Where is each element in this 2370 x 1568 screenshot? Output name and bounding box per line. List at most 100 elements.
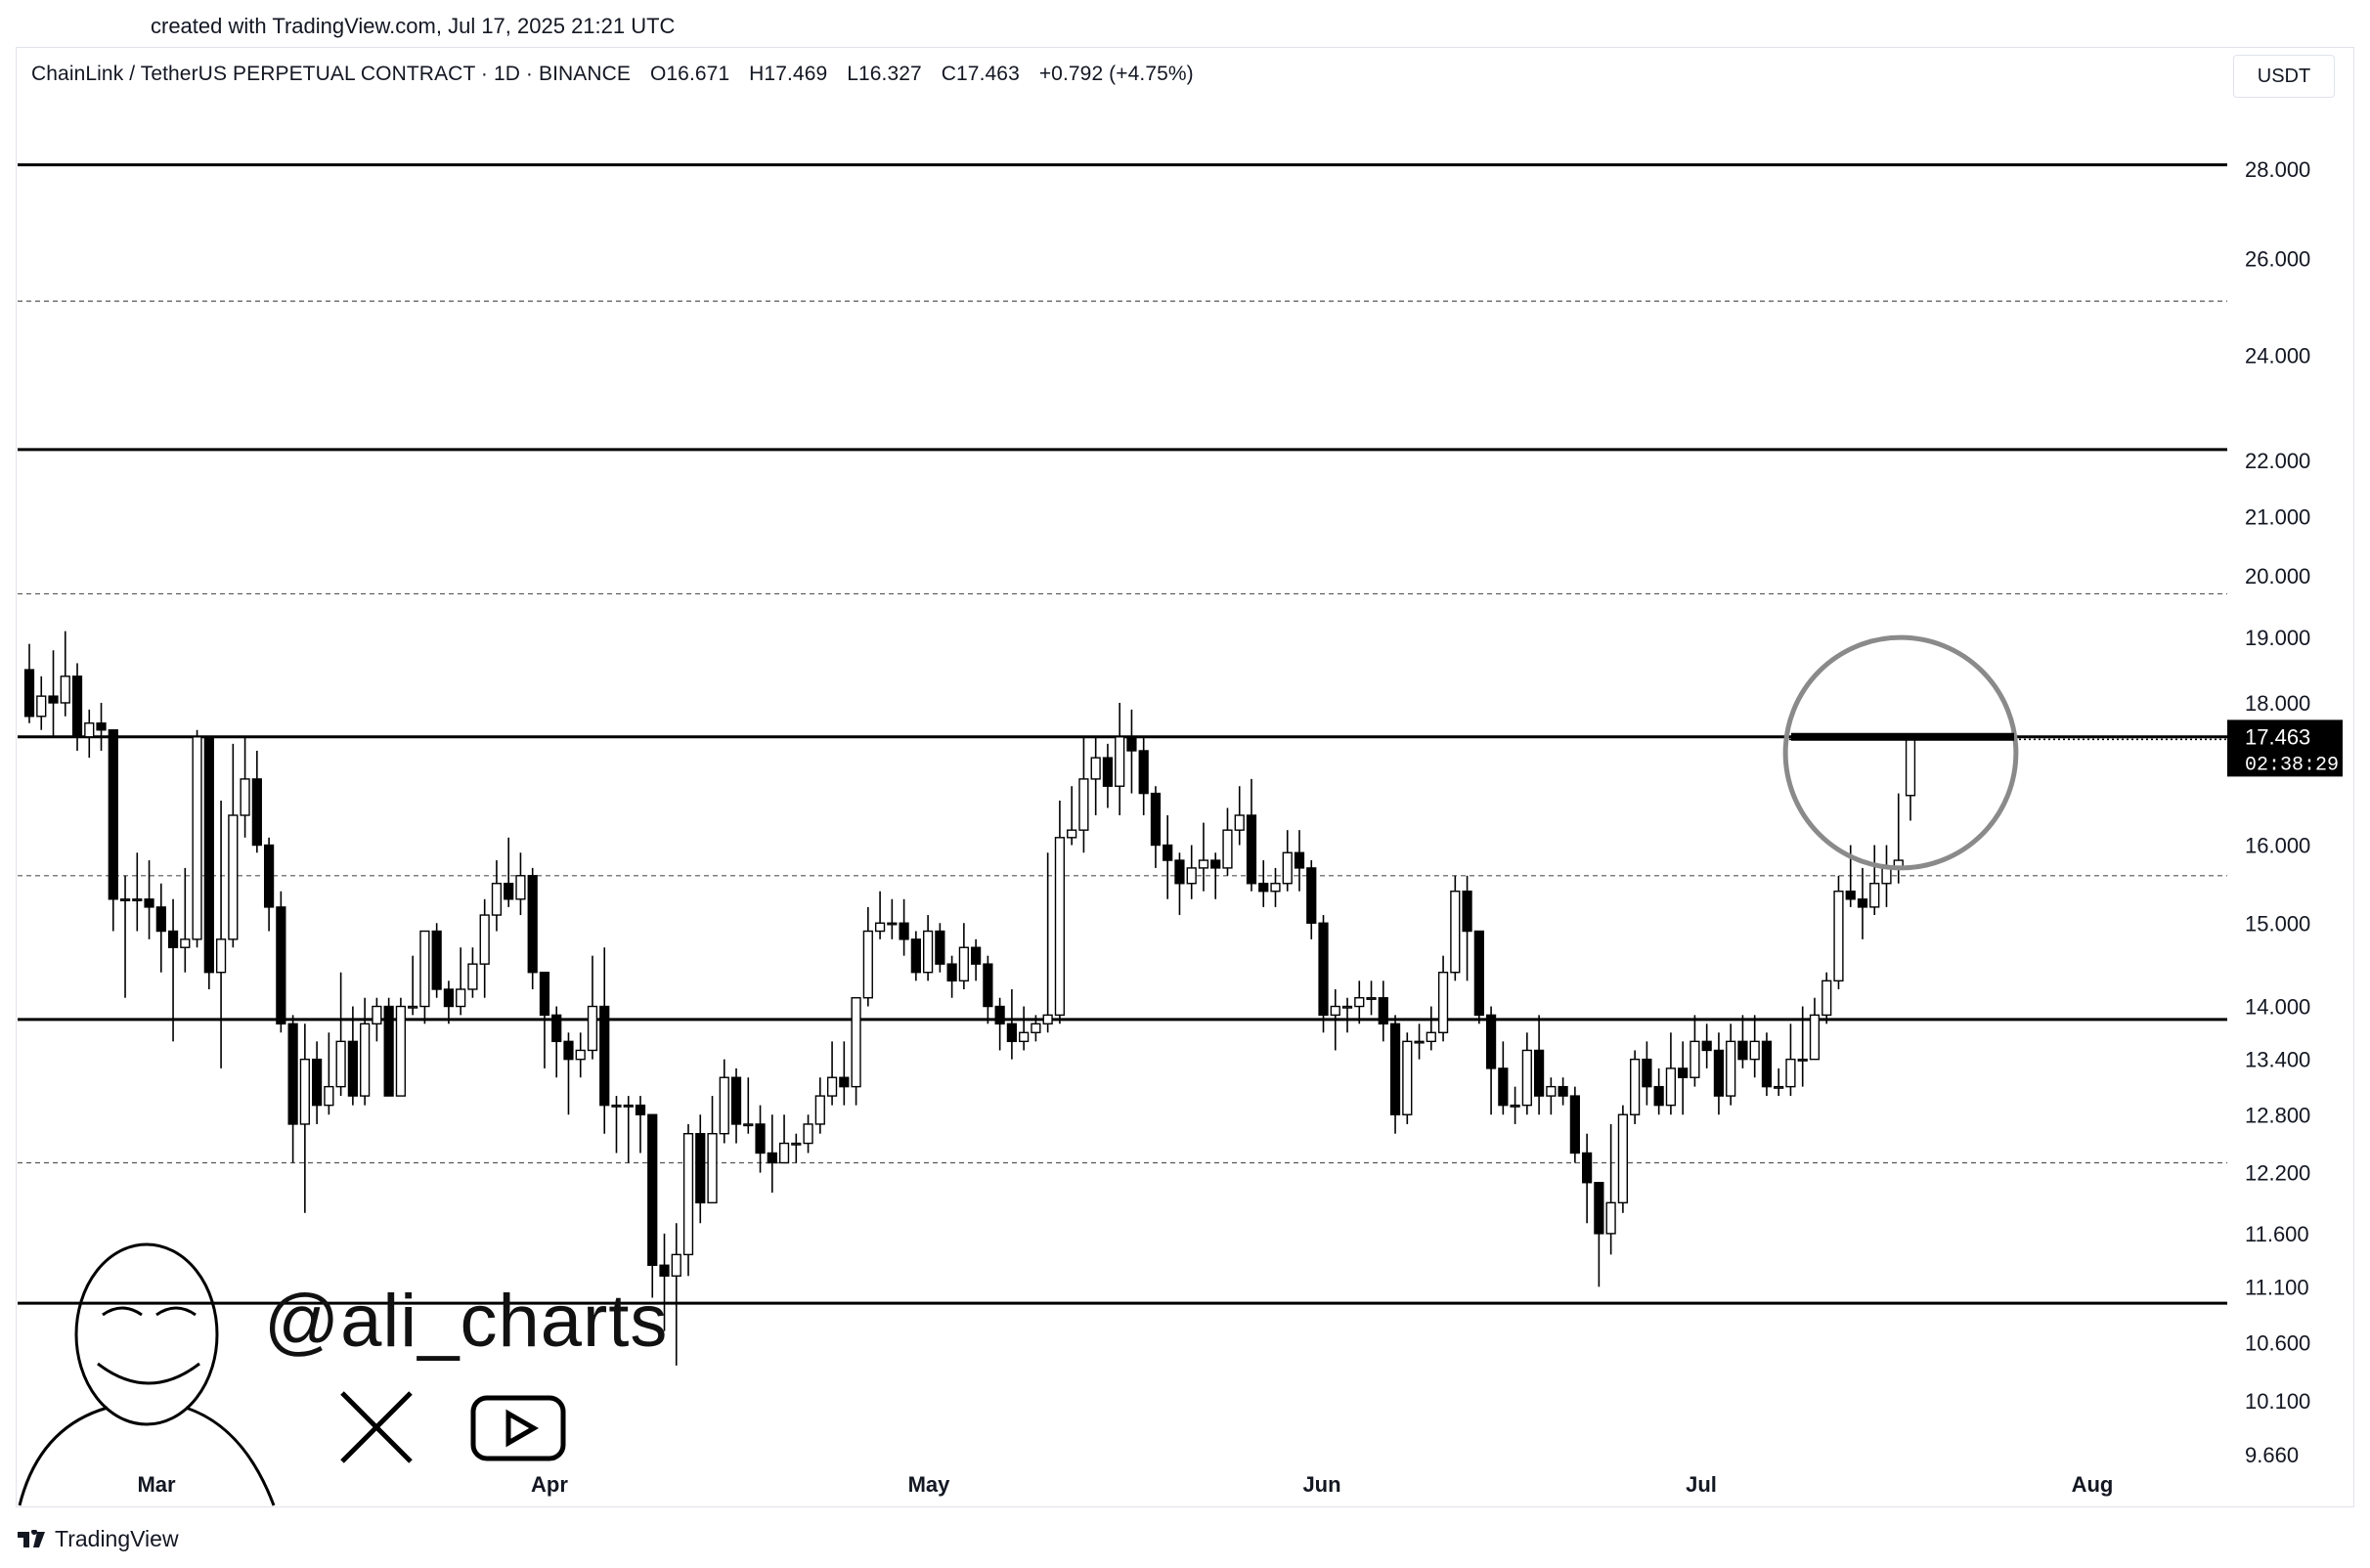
candle (755, 1105, 766, 1173)
candle (180, 867, 191, 973)
candle-body (1533, 1049, 1545, 1097)
candle-body (1473, 930, 1484, 1017)
price-tick-label: 10.100 (2245, 1389, 2310, 1414)
candle-body (1617, 1113, 1628, 1204)
tradingview-logo[interactable]: TradingView (18, 1526, 179, 1552)
time-tick-label: May (908, 1472, 951, 1497)
candle (1594, 1182, 1604, 1287)
price-tick-label: 13.400 (2245, 1048, 2310, 1072)
candle (611, 1096, 622, 1154)
candle-body (1510, 1104, 1520, 1108)
candle (1437, 955, 1449, 1042)
candle (635, 1096, 646, 1154)
candle-body (1006, 1023, 1018, 1043)
candle (491, 860, 503, 932)
current-price-tag: 17.463 02:38:29 (1789, 719, 2343, 777)
candle-body (108, 729, 118, 900)
candle (994, 997, 1005, 1051)
candle (1485, 1006, 1497, 1115)
candle (251, 750, 262, 853)
candle-body (1354, 997, 1365, 1008)
candle-body (48, 695, 59, 704)
candle-body (767, 1152, 777, 1164)
candle-body (791, 1142, 802, 1146)
candle-body (1701, 1040, 1712, 1052)
candle (1186, 845, 1197, 899)
candle-body (874, 922, 886, 933)
candle-body (119, 898, 131, 901)
candle-body (1450, 891, 1461, 974)
candle-body (180, 938, 191, 948)
candle-body (910, 938, 921, 974)
candle-body (251, 778, 262, 847)
time-axis: Mar Apr May Jun Jul Aug (137, 1472, 2113, 1497)
candle (1833, 875, 1844, 989)
price-tick-label: 11.600 (2245, 1222, 2309, 1246)
currency-button[interactable]: USDT (2233, 55, 2335, 98)
price-tick-label: 22.000 (2245, 449, 2310, 473)
candle-body (527, 875, 538, 974)
candle (1521, 1032, 1532, 1115)
candle (1869, 845, 1880, 916)
candle (659, 1233, 670, 1331)
candle-body (826, 1076, 838, 1097)
candle-body (228, 814, 239, 940)
candle (1150, 786, 1162, 868)
candle-body (287, 1023, 298, 1125)
avatar (18, 1242, 276, 1506)
candle-body (887, 922, 898, 926)
candle (1450, 875, 1461, 981)
time-tick-label: Jun (1302, 1472, 1340, 1497)
candle-body (1749, 1040, 1760, 1061)
candle-body (1546, 1085, 1557, 1097)
price-tick-label: 12.200 (2245, 1161, 2310, 1186)
candle (1366, 980, 1377, 1016)
candle-body (167, 930, 179, 948)
candle-body (682, 1133, 694, 1256)
time-tick-label: Aug (2072, 1472, 2114, 1497)
candle (730, 1067, 742, 1144)
candle-body (983, 963, 993, 1008)
candle (1402, 1032, 1413, 1124)
candle (826, 1041, 838, 1106)
candle (1510, 1086, 1520, 1124)
candle-body (1605, 1201, 1616, 1235)
candle (60, 631, 70, 717)
candle (839, 1041, 850, 1106)
candle (276, 891, 286, 1033)
price-tick-label: 15.000 (2245, 911, 2310, 936)
candle-body (395, 1005, 407, 1097)
candle-body (1869, 883, 1880, 908)
candle-body (324, 1085, 334, 1107)
candle (1198, 822, 1209, 892)
ohlc-close: C17.463 (941, 63, 1020, 85)
price-tick-label: 12.800 (2245, 1103, 2310, 1127)
candle-body (587, 1005, 598, 1052)
symbol-title[interactable]: ChainLink / TetherUS PERPETUAL CONTRACT … (31, 63, 632, 85)
candle-body (419, 930, 430, 1008)
candle (899, 898, 909, 956)
candle-body (1090, 757, 1101, 780)
ohlc-open: O16.671 (649, 63, 730, 85)
price-axis: 28.000 26.000 24.000 22.000 21.000 20.000 19.0… (1789, 157, 2343, 1467)
candle-body (1138, 750, 1149, 795)
candle-body (263, 844, 275, 908)
price-tick-label: 26.000 (2245, 247, 2310, 272)
candle (743, 1077, 754, 1134)
candle-body (60, 675, 70, 704)
play-icon (505, 1409, 540, 1448)
candle (1665, 1032, 1677, 1115)
price-tick-label: 11.100 (2245, 1275, 2309, 1299)
candle (1905, 738, 1916, 821)
price-tag-value: 17.463 (2245, 724, 2310, 749)
price-tick-label: 21.000 (2245, 504, 2310, 529)
candle (778, 1114, 790, 1164)
candle-body (84, 722, 95, 738)
candle-body (1569, 1095, 1580, 1154)
candle-body (899, 922, 909, 940)
candle-body (1774, 1085, 1784, 1089)
candle (1701, 1024, 1712, 1068)
candle (1115, 702, 1125, 816)
candle (1785, 1024, 1796, 1097)
